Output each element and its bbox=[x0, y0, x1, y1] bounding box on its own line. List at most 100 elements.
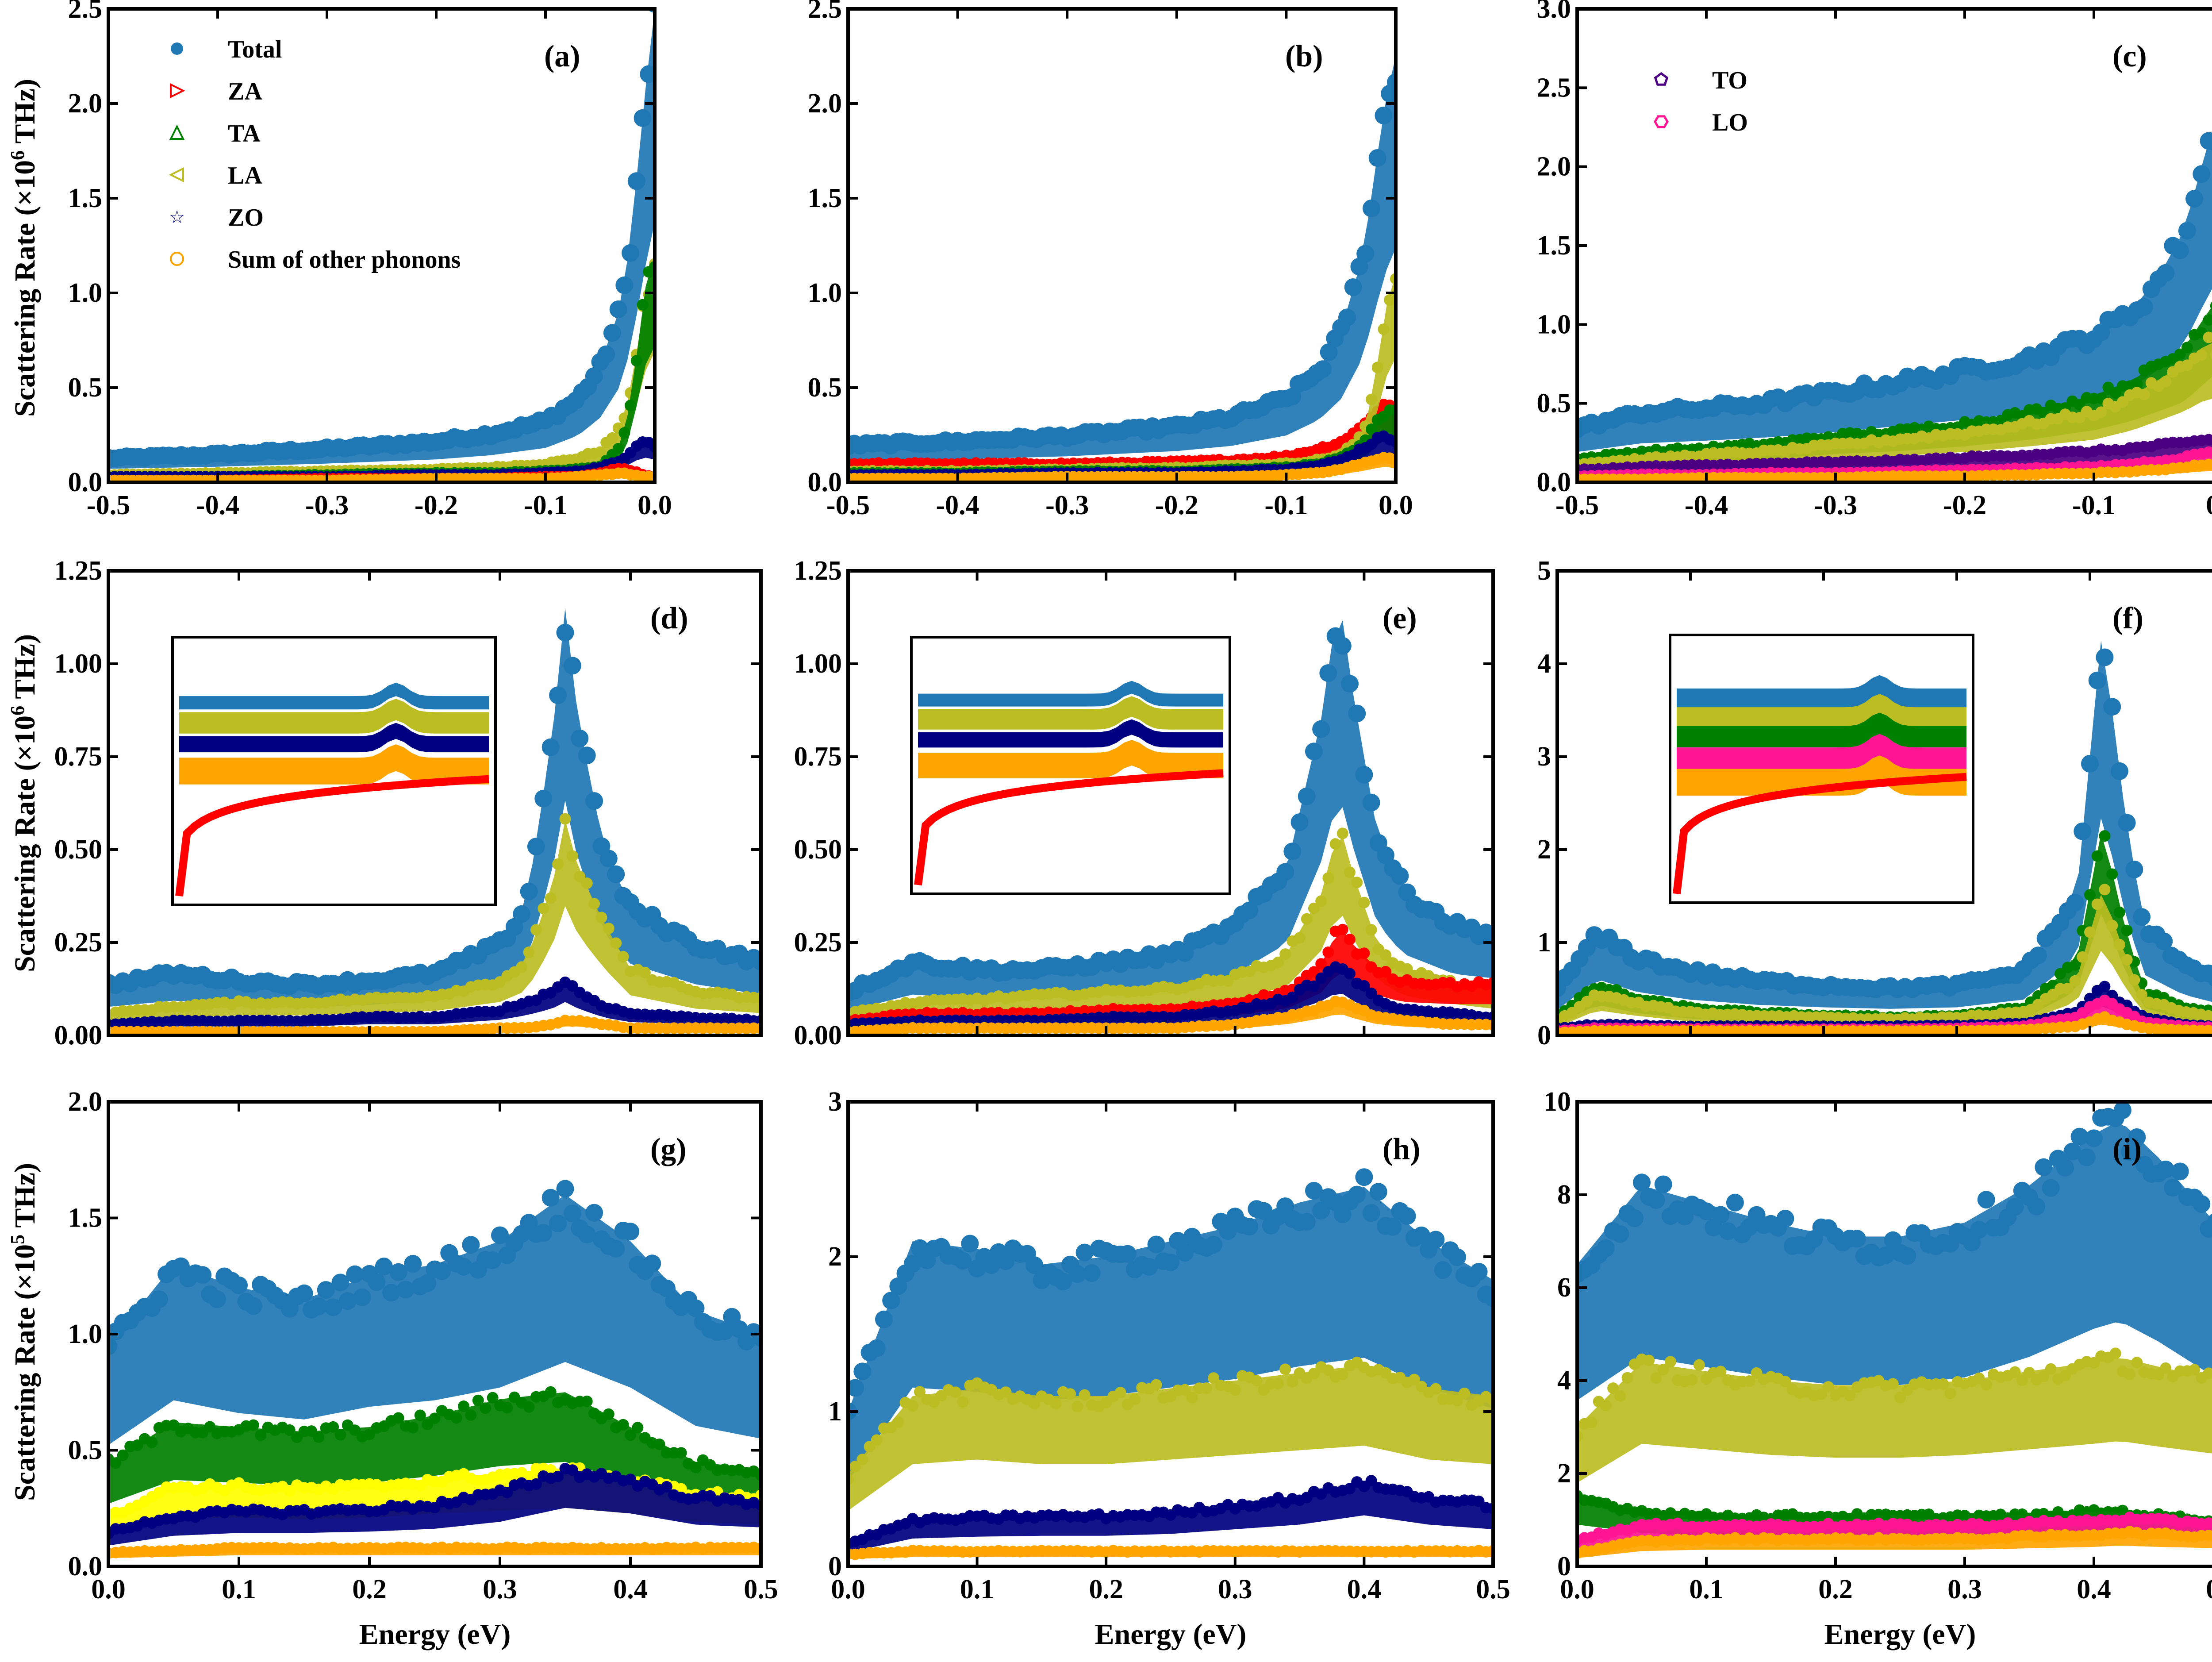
point bbox=[534, 789, 553, 808]
x-tick-label: -0.4 bbox=[1685, 490, 1728, 520]
x-tick-label: 0.1 bbox=[960, 1574, 995, 1604]
x-tick-label: 0.0 bbox=[2206, 490, 2212, 520]
point bbox=[585, 792, 603, 810]
inset-za-curve bbox=[914, 769, 1224, 886]
point bbox=[1054, 1273, 1072, 1291]
point bbox=[2138, 389, 2150, 400]
point bbox=[1025, 1256, 1044, 1274]
point bbox=[2160, 376, 2172, 388]
y-tick-label: 0.5 bbox=[1537, 389, 1571, 419]
series-sum-of-other-phonons bbox=[108, 1015, 761, 1035]
point bbox=[295, 1284, 313, 1302]
point bbox=[465, 1409, 477, 1421]
x-tick-label: 0.1 bbox=[222, 1574, 256, 1604]
point bbox=[2174, 348, 2186, 360]
point bbox=[1255, 1202, 1273, 1220]
point bbox=[603, 324, 621, 342]
band bbox=[848, 620, 1493, 1011]
point bbox=[523, 1401, 535, 1413]
legend-label: Sum of other phonons bbox=[228, 246, 461, 273]
point bbox=[472, 1394, 484, 1406]
series-total bbox=[1557, 640, 2212, 1010]
point bbox=[1336, 1368, 1348, 1380]
y-tick-label: 0.00 bbox=[54, 1020, 103, 1050]
y-tick-label: 0.0 bbox=[68, 1551, 103, 1581]
point bbox=[541, 738, 560, 756]
point bbox=[313, 1431, 325, 1443]
legend-label: TA bbox=[228, 120, 261, 147]
point bbox=[2103, 698, 2121, 716]
point bbox=[1362, 793, 1380, 812]
point bbox=[117, 1449, 129, 1461]
point bbox=[2210, 460, 2212, 469]
point bbox=[110, 1457, 122, 1469]
point bbox=[1887, 1378, 1899, 1390]
series-sum-of-other-phonons bbox=[848, 1545, 1493, 1560]
point bbox=[1129, 1393, 1141, 1405]
point bbox=[848, 1379, 864, 1397]
point bbox=[1344, 866, 1356, 878]
x-tick-label: 0.3 bbox=[1218, 1574, 1252, 1604]
point bbox=[1380, 949, 1391, 961]
y-tick-label: 2.5 bbox=[68, 0, 103, 24]
y-axis-title-middle: Scattering Rate (×106 THz) bbox=[7, 634, 41, 972]
point bbox=[429, 1412, 441, 1424]
point bbox=[2085, 1129, 2103, 1147]
point bbox=[2181, 342, 2193, 354]
point bbox=[903, 1255, 922, 1273]
point bbox=[612, 443, 624, 454]
point bbox=[2203, 314, 2212, 326]
point bbox=[1470, 1263, 1488, 1281]
point bbox=[414, 1409, 426, 1421]
x-tick-label: 0.2 bbox=[352, 1574, 387, 1604]
series-total bbox=[848, 1168, 1493, 1481]
point bbox=[1452, 1395, 1463, 1407]
y-tick-label: 2.0 bbox=[68, 1087, 103, 1117]
point bbox=[1186, 1392, 1198, 1404]
point bbox=[1308, 980, 1320, 992]
point bbox=[622, 244, 640, 262]
x-tick-label: -0.5 bbox=[87, 490, 130, 520]
point bbox=[150, 1290, 168, 1308]
panel-label: (e) bbox=[1382, 601, 1417, 635]
point bbox=[1844, 1389, 1856, 1401]
point bbox=[523, 946, 535, 958]
point bbox=[346, 1265, 364, 1283]
point bbox=[1686, 1374, 1698, 1386]
point bbox=[1162, 1253, 1179, 1271]
point bbox=[1205, 1235, 1223, 1254]
point bbox=[1822, 1381, 1834, 1393]
y-tick-label: 0.0 bbox=[1537, 467, 1571, 497]
y-tick-label: 4 bbox=[1537, 649, 1551, 679]
point bbox=[1319, 664, 1337, 682]
point bbox=[2121, 1143, 2139, 1161]
point bbox=[2203, 331, 2212, 343]
point bbox=[571, 729, 589, 747]
panel-label: (d) bbox=[650, 601, 688, 635]
legend-marker bbox=[169, 124, 185, 140]
point bbox=[1779, 1376, 1791, 1388]
point bbox=[284, 1424, 296, 1436]
point bbox=[625, 1429, 636, 1441]
y-tick-label: 1 bbox=[828, 1397, 842, 1427]
point bbox=[2042, 1179, 2060, 1197]
panel-a: 0.00.51.01.52.02.5-0.5 -0.4 -0.3 -0.2 -0.1 0.… bbox=[68, 0, 672, 520]
point bbox=[549, 1214, 567, 1232]
point bbox=[1240, 1218, 1259, 1236]
point bbox=[1693, 1359, 1705, 1371]
point bbox=[1276, 863, 1294, 881]
point bbox=[1633, 1173, 1651, 1192]
point bbox=[2106, 919, 2118, 931]
point bbox=[594, 446, 606, 458]
axes-frame bbox=[846, 1100, 1495, 1568]
y-tick-label: 1.0 bbox=[808, 278, 842, 308]
point bbox=[2038, 1370, 2050, 1382]
point bbox=[1344, 968, 1356, 980]
band bbox=[108, 1195, 761, 1445]
point bbox=[1338, 308, 1356, 327]
point bbox=[1362, 1204, 1380, 1222]
point bbox=[1272, 1377, 1284, 1389]
point bbox=[2074, 822, 2092, 840]
point bbox=[1348, 704, 1366, 723]
